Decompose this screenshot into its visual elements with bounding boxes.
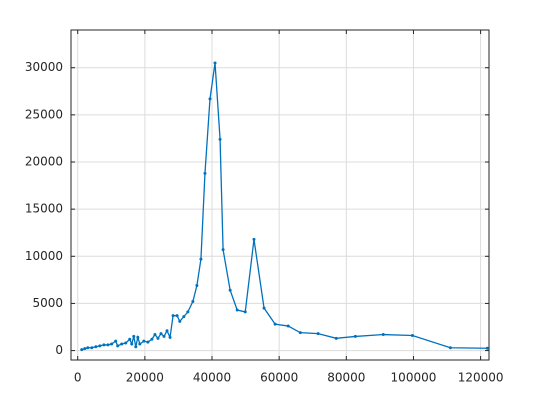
x-tick-label: 40000 (193, 371, 231, 385)
data-point (114, 339, 118, 343)
data-point (150, 337, 154, 341)
data-point (203, 171, 207, 175)
data-point (90, 346, 94, 350)
data-point (213, 61, 217, 65)
data-point (156, 336, 160, 340)
data-point (142, 339, 146, 343)
x-tick-label: 120000 (458, 371, 504, 385)
data-point (132, 334, 136, 338)
data-line (81, 62, 488, 351)
data-point (273, 322, 277, 326)
axes-box (70, 29, 490, 361)
y-tick-label: 5000 (32, 296, 63, 310)
data-point (218, 137, 222, 141)
x-tick-label: 60000 (260, 371, 298, 385)
data-point (171, 314, 175, 318)
data-point (208, 97, 212, 101)
data-point (130, 342, 134, 346)
data-point (199, 257, 203, 261)
data-point (120, 342, 124, 346)
data-point (221, 248, 225, 252)
data-point (153, 333, 157, 337)
data-point (178, 319, 182, 323)
data-point (410, 333, 414, 337)
data-point (235, 308, 239, 312)
data-point (138, 342, 142, 346)
data-point (175, 314, 179, 318)
y-tick-label: 25000 (25, 107, 63, 121)
data-point (165, 329, 169, 333)
data-point (252, 237, 256, 241)
data-point (485, 346, 489, 350)
data-point (316, 332, 320, 336)
data-point (243, 310, 247, 314)
x-tick-label: 20000 (126, 371, 164, 385)
y-tick-label: 30000 (25, 60, 63, 74)
data-point (134, 345, 138, 349)
data-point (334, 336, 338, 340)
data-point (286, 324, 290, 328)
y-tick-label: 20000 (25, 155, 63, 169)
data-point (80, 348, 84, 352)
data-point (102, 343, 106, 347)
data-point (168, 335, 172, 339)
data-point (128, 337, 132, 341)
data-point (381, 333, 385, 337)
data-point (98, 344, 102, 348)
data-point (86, 346, 90, 350)
data-point (124, 341, 128, 345)
data-point (106, 343, 110, 347)
data-point (136, 335, 140, 339)
x-tick-label: 0 (74, 371, 82, 385)
y-tick-label: 0 (55, 343, 63, 357)
data-point (182, 315, 186, 319)
data-point (110, 342, 114, 346)
data-point (159, 332, 163, 336)
data-point (116, 344, 120, 348)
data-point (262, 306, 266, 310)
x-tick-label: 80000 (327, 371, 365, 385)
data-point (146, 340, 150, 344)
data-point (191, 300, 195, 304)
data-point (298, 331, 302, 335)
data-point (186, 310, 190, 314)
data-point (162, 334, 166, 338)
data-point (94, 345, 98, 349)
y-tick-label: 10000 (25, 249, 63, 263)
data-point (228, 288, 232, 292)
data-point (353, 334, 357, 338)
y-tick-label: 15000 (25, 202, 63, 216)
data-point (83, 347, 87, 351)
data-point (448, 346, 452, 350)
x-tick-label: 100000 (391, 371, 437, 385)
data-point (195, 284, 199, 288)
